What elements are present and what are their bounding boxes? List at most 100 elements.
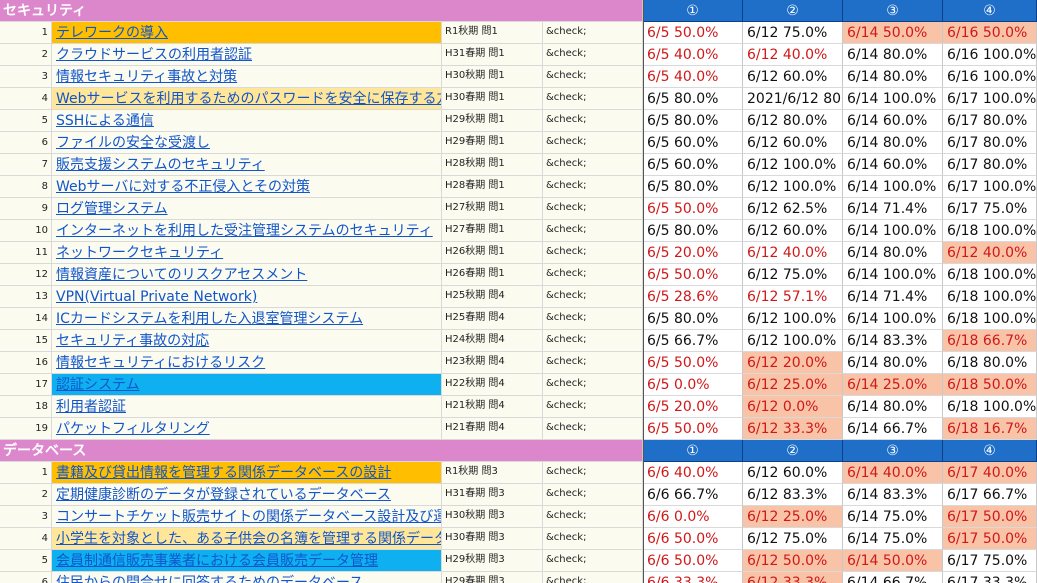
score-cell-attempt-1[interactable]: 6/6 50.0%: [643, 550, 743, 572]
problem-title-link[interactable]: VPN(Virtual Private Network): [56, 289, 258, 305]
problem-title-link[interactable]: 情報セキュリティ事故と対策: [56, 69, 238, 85]
exam-session-cell[interactable]: R1秋期 問1: [442, 22, 543, 44]
exam-session-cell[interactable]: H25秋期 問4: [442, 286, 543, 308]
row-number-cell[interactable]: 11: [0, 242, 52, 264]
score-cell-attempt-2[interactable]: 6/12 40.0%: [743, 242, 843, 264]
row-number-cell[interactable]: 19: [0, 418, 52, 440]
check-cell[interactable]: &check;: [543, 242, 643, 264]
score-cell-attempt-1[interactable]: 6/5 20.0%: [643, 396, 743, 418]
score-cell-attempt-4[interactable]: 6/17 75.0%: [943, 550, 1037, 572]
score-cell-attempt-3[interactable]: 6/14 75.0%: [843, 506, 943, 528]
score-cell-attempt-4[interactable]: 6/16 100.0%: [943, 44, 1037, 66]
row-number-cell[interactable]: 8: [0, 176, 52, 198]
score-cell-attempt-4[interactable]: 6/17 80.0%: [943, 132, 1037, 154]
score-cell-attempt-2[interactable]: 6/12 40.0%: [743, 44, 843, 66]
score-cell-attempt-2[interactable]: 6/12 33.3%: [743, 572, 843, 583]
check-cell[interactable]: &check;: [543, 88, 643, 110]
problem-title-cell[interactable]: コンサートチケット販売サイトの関係データベース設計及び運用: [52, 506, 442, 528]
exam-session-cell[interactable]: H26春期 問1: [442, 264, 543, 286]
score-cell-attempt-1[interactable]: 6/5 60.0%: [643, 132, 743, 154]
problem-title-link[interactable]: パケットフィルタリング: [56, 421, 210, 437]
row-number-cell[interactable]: 12: [0, 264, 52, 286]
score-cell-attempt-3[interactable]: 6/14 71.4%: [843, 286, 943, 308]
exam-session-cell[interactable]: H30秋期 問1: [442, 66, 543, 88]
row-number-cell[interactable]: 4: [0, 528, 52, 550]
exam-session-cell[interactable]: H31春期 問3: [442, 484, 543, 506]
score-cell-attempt-4[interactable]: 6/18 16.7%: [943, 418, 1037, 440]
score-cell-attempt-2[interactable]: 6/12 62.5%: [743, 198, 843, 220]
row-number-cell[interactable]: 1: [0, 22, 52, 44]
check-cell[interactable]: &check;: [543, 572, 643, 583]
row-number-cell[interactable]: 2: [0, 484, 52, 506]
score-cell-attempt-2[interactable]: 6/12 33.3%: [743, 418, 843, 440]
score-cell-attempt-1[interactable]: 6/5 80.0%: [643, 88, 743, 110]
score-cell-attempt-2[interactable]: 6/12 60.0%: [743, 220, 843, 242]
score-cell-attempt-1[interactable]: 6/5 50.0%: [643, 352, 743, 374]
score-cell-attempt-1[interactable]: 6/5 50.0%: [643, 264, 743, 286]
score-cell-attempt-4[interactable]: 6/17 40.0%: [943, 462, 1037, 484]
score-cell-attempt-3[interactable]: 6/14 100.0%: [843, 88, 943, 110]
score-cell-attempt-1[interactable]: 6/5 80.0%: [643, 220, 743, 242]
exam-session-cell[interactable]: H21秋期 問4: [442, 396, 543, 418]
score-cell-attempt-3[interactable]: 6/14 80.0%: [843, 66, 943, 88]
problem-title-link[interactable]: コンサートチケット販売サイトの関係データベース設計及び運用: [56, 509, 442, 525]
score-cell-attempt-3[interactable]: 6/14 75.0%: [843, 528, 943, 550]
problem-title-cell[interactable]: クラウドサービスの利用者認証: [52, 44, 442, 66]
row-number-cell[interactable]: 13: [0, 286, 52, 308]
score-cell-attempt-2[interactable]: 6/12 100.0%: [743, 176, 843, 198]
score-cell-attempt-2[interactable]: 6/12 75.0%: [743, 264, 843, 286]
score-cell-attempt-4[interactable]: 6/17 80.0%: [943, 110, 1037, 132]
score-cell-attempt-2[interactable]: 6/12 80.0%: [743, 110, 843, 132]
score-cell-attempt-4[interactable]: 6/18 100.0%: [943, 396, 1037, 418]
score-cell-attempt-1[interactable]: 6/5 66.7%: [643, 330, 743, 352]
score-cell-attempt-3[interactable]: 6/14 100.0%: [843, 176, 943, 198]
score-cell-attempt-2[interactable]: 6/12 57.1%: [743, 286, 843, 308]
problem-title-cell[interactable]: パケットフィルタリング: [52, 418, 442, 440]
score-cell-attempt-4[interactable]: 6/17 100.0%: [943, 176, 1037, 198]
problem-title-link[interactable]: インターネットを利用した受注管理システムのセキュリティ: [56, 223, 433, 239]
problem-title-link[interactable]: ログ管理システム: [56, 201, 168, 217]
problem-title-cell[interactable]: Webサーバに対する不正侵入とその対策: [52, 176, 442, 198]
problem-title-cell[interactable]: 定期健康診断のデータが登録されているデータベース: [52, 484, 442, 506]
exam-session-cell[interactable]: H23秋期 問4: [442, 352, 543, 374]
score-cell-attempt-3[interactable]: 6/14 100.0%: [843, 220, 943, 242]
score-cell-attempt-3[interactable]: 6/14 25.0%: [843, 374, 943, 396]
score-cell-attempt-1[interactable]: 6/5 28.6%: [643, 286, 743, 308]
problem-title-cell[interactable]: VPN(Virtual Private Network): [52, 286, 442, 308]
score-cell-attempt-1[interactable]: 6/5 0.0%: [643, 374, 743, 396]
problem-title-cell[interactable]: 情報セキュリティ事故と対策: [52, 66, 442, 88]
problem-title-cell[interactable]: ICカードシステムを利用した入退室管理システム: [52, 308, 442, 330]
problem-title-link[interactable]: 情報セキュリティにおけるリスク: [56, 355, 266, 371]
score-cell-attempt-4[interactable]: 6/18 100.0%: [943, 286, 1037, 308]
section-title[interactable]: データベース: [0, 440, 643, 462]
problem-title-link[interactable]: Webサービスを利用するためのパスワードを安全に保存する方法: [56, 91, 442, 107]
row-number-cell[interactable]: 2: [0, 44, 52, 66]
score-cell-attempt-1[interactable]: 6/5 80.0%: [643, 176, 743, 198]
score-cell-attempt-2[interactable]: 6/12 60.0%: [743, 132, 843, 154]
attempt-header-1[interactable]: ①: [643, 440, 743, 462]
check-cell[interactable]: &check;: [543, 506, 643, 528]
row-number-cell[interactable]: 4: [0, 88, 52, 110]
problem-title-cell[interactable]: 利用者認証: [52, 396, 442, 418]
attempt-header-4[interactable]: ④: [943, 440, 1037, 462]
exam-session-cell[interactable]: H30秋期 問3: [442, 506, 543, 528]
exam-session-cell[interactable]: H29春期 問1: [442, 132, 543, 154]
problem-title-link[interactable]: 販売支援システムのセキュリティ: [56, 157, 265, 173]
score-cell-attempt-3[interactable]: 6/14 80.0%: [843, 44, 943, 66]
score-cell-attempt-4[interactable]: 6/16 50.0%: [943, 22, 1037, 44]
score-cell-attempt-1[interactable]: 6/6 40.0%: [643, 462, 743, 484]
problem-title-link[interactable]: 定期健康診断のデータが登録されているデータベース: [56, 487, 391, 503]
exam-session-cell[interactable]: H28春期 問1: [442, 176, 543, 198]
problem-title-cell[interactable]: SSHによる通信: [52, 110, 442, 132]
row-number-cell[interactable]: 5: [0, 110, 52, 132]
score-cell-attempt-4[interactable]: 6/17 50.0%: [943, 506, 1037, 528]
check-cell[interactable]: &check;: [543, 330, 643, 352]
score-cell-attempt-2[interactable]: 6/12 60.0%: [743, 66, 843, 88]
score-cell-attempt-2[interactable]: 6/12 100.0%: [743, 154, 843, 176]
score-cell-attempt-4[interactable]: 6/18 80.0%: [943, 352, 1037, 374]
problem-title-cell[interactable]: セキュリティ事故の対応: [52, 330, 442, 352]
problem-title-cell[interactable]: 会員制通信販売事業者における会員販売データ管理: [52, 550, 442, 572]
check-cell[interactable]: &check;: [543, 132, 643, 154]
check-cell[interactable]: &check;: [543, 528, 643, 550]
check-cell[interactable]: &check;: [543, 220, 643, 242]
